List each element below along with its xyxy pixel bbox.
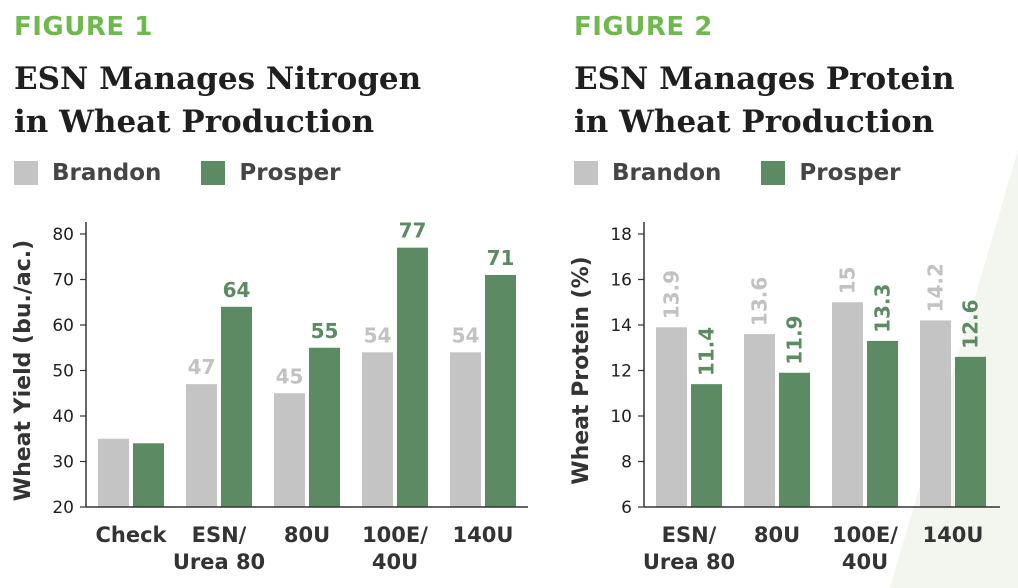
- bar-prosper: [133, 443, 164, 507]
- data-label-brandon: 13.9: [660, 270, 684, 319]
- x-category-label: Check: [95, 523, 167, 547]
- data-label-brandon: 54: [452, 323, 480, 347]
- x-category-label: ESN/: [662, 523, 717, 547]
- x-category-label: 80U: [284, 523, 330, 547]
- legend-label-brandon: Brandon: [52, 160, 162, 186]
- data-label-brandon: 45: [276, 364, 304, 388]
- legend-swatch-brandon: [574, 161, 598, 185]
- data-label-brandon: 14.2: [924, 263, 948, 312]
- figure-2-legend: Brandon Prosper: [574, 160, 941, 186]
- data-label-prosper: 12.6: [959, 299, 983, 348]
- bar-prosper: [485, 274, 516, 507]
- data-label-prosper: 64: [223, 278, 251, 302]
- legend-swatch-prosper: [761, 161, 786, 185]
- x-category-label: 80U: [754, 523, 800, 547]
- y-tick-label: 18: [610, 225, 632, 245]
- figure-2-title-line-1: ESN Manages Protein: [574, 61, 955, 97]
- y-tick-label: 70: [52, 271, 74, 291]
- figure-1-title-line-1: ESN Manages Nitrogen: [14, 61, 422, 97]
- bar-brandon: [98, 438, 129, 507]
- figure-2-title-line-2: in Wheat Production: [574, 104, 935, 140]
- figure-1-chart: Wheat Yield (bu./ac.) 20 30 40 50 60 70 80 Check…: [11, 219, 528, 574]
- figure-2: FIGURE 2 ESN Manages Protein in Wheat Pr…: [560, 0, 1018, 588]
- data-label-prosper: 71: [487, 246, 515, 270]
- bar-prosper: [867, 340, 898, 507]
- bar-brandon: [832, 302, 863, 507]
- legend-label-prosper: Prosper: [239, 160, 341, 186]
- y-tick-label: 14: [610, 316, 632, 336]
- figure-1-title: ESN Manages Nitrogen in Wheat Production: [14, 58, 534, 144]
- y-tick-label: 10: [610, 407, 632, 427]
- y-axis-label: Wheat Yield (bu./ac.): [11, 240, 36, 501]
- x-category-label: 40U: [842, 550, 888, 574]
- legend-swatch-prosper: [201, 161, 226, 185]
- y-tick-label: 30: [52, 453, 74, 473]
- data-label-brandon: 47: [188, 355, 216, 379]
- data-label-brandon: 54: [364, 323, 392, 347]
- x-category-label: 100E/: [362, 523, 428, 547]
- figure-2-chart: Wheat Protein (%) 6 8 10 12 14 16 18 13.9 11.4 ESN…: [569, 222, 1000, 574]
- bar-brandon: [186, 384, 217, 507]
- bar-prosper: [779, 372, 810, 507]
- y-tick-label: 16: [610, 271, 632, 291]
- y-tick-label: 50: [52, 362, 74, 382]
- y-tick-label: 12: [610, 362, 632, 382]
- x-category-label: Urea 80: [643, 550, 735, 574]
- bar-prosper: [397, 247, 428, 507]
- figure-1-title-line-2: in Wheat Production: [14, 104, 375, 140]
- x-category-label: 140U: [453, 523, 514, 547]
- data-label-prosper: 13.3: [871, 284, 895, 333]
- bar-brandon: [450, 352, 481, 507]
- bar-brandon: [274, 393, 305, 507]
- figure-1: FIGURE 1 ESN Manages Nitrogen in Wheat P…: [11, 12, 534, 574]
- y-tick-label: 40: [52, 407, 74, 427]
- x-category-label: Urea 80: [173, 550, 265, 574]
- data-label-prosper: 11.9: [783, 315, 807, 364]
- legend-swatch-brandon: [14, 161, 38, 185]
- legend-item-brandon: Brandon: [574, 160, 721, 186]
- y-tick-label: 6: [621, 498, 632, 518]
- y-tick-label: 80: [52, 225, 74, 245]
- x-category-label: 40U: [372, 550, 418, 574]
- bar-brandon: [656, 327, 687, 507]
- data-label-brandon: 15: [836, 266, 860, 294]
- x-category-label: 100E/: [832, 523, 898, 547]
- legend-item-brandon: Brandon: [14, 160, 161, 186]
- bar-prosper: [955, 356, 986, 507]
- bar-brandon: [744, 334, 775, 507]
- data-label-prosper: 55: [311, 319, 339, 343]
- figure-2-label: FIGURE 2: [574, 12, 713, 42]
- y-tick-label: 8: [621, 453, 632, 473]
- figure-2-title: ESN Manages Protein in Wheat Production: [574, 58, 1018, 144]
- legend-label-prosper: Prosper: [799, 160, 901, 186]
- data-label-brandon: 13.6: [748, 277, 772, 326]
- y-tick-label: 60: [52, 316, 74, 336]
- x-category-label: 140U: [923, 523, 984, 547]
- data-label-prosper: 77: [399, 219, 427, 243]
- bar-brandon: [362, 352, 393, 507]
- y-tick-label: 20: [52, 498, 74, 518]
- bar-prosper: [309, 347, 340, 507]
- legend-label-brandon: Brandon: [612, 160, 722, 186]
- x-category-label: ESN/: [192, 523, 247, 547]
- bar-brandon: [920, 320, 951, 507]
- legend-item-prosper: Prosper: [761, 160, 901, 186]
- legend-item-prosper: Prosper: [201, 160, 341, 186]
- figure-1-legend: Brandon Prosper: [14, 160, 381, 186]
- figure-1-label: FIGURE 1: [14, 12, 153, 42]
- data-label-prosper: 11.4: [695, 327, 719, 376]
- y-axis-label: Wheat Protein (%): [569, 256, 594, 484]
- bar-prosper: [691, 384, 722, 507]
- bar-prosper: [221, 306, 252, 507]
